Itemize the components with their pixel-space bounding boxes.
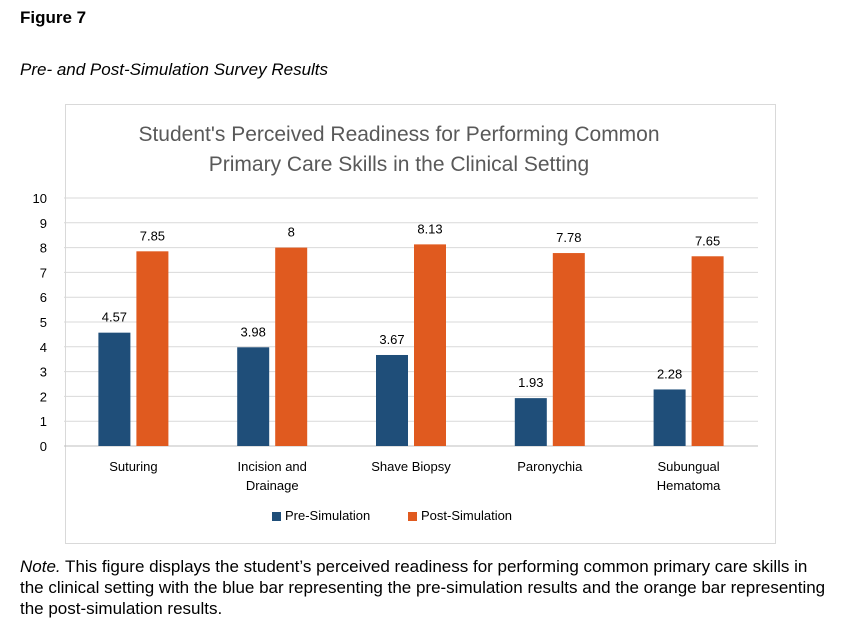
data-label: 7.78 bbox=[556, 230, 581, 245]
y-tick-label: 7 bbox=[40, 265, 47, 280]
x-tick-label: Suturing bbox=[109, 459, 157, 474]
data-label: 3.98 bbox=[241, 324, 266, 339]
data-label: 3.67 bbox=[379, 332, 404, 347]
bar-pre bbox=[653, 389, 686, 446]
y-tick-label: 9 bbox=[40, 216, 47, 231]
data-label: 4.57 bbox=[102, 310, 127, 325]
y-tick-label: 0 bbox=[40, 439, 47, 454]
bar-post bbox=[414, 244, 446, 446]
data-label: 7.65 bbox=[695, 233, 720, 248]
figure-note: Note. This figure displays the student’s… bbox=[20, 556, 832, 619]
legend-label: Pre-Simulation bbox=[285, 508, 370, 523]
data-label: 1.93 bbox=[518, 375, 543, 390]
bar-post bbox=[691, 256, 724, 446]
data-label: 2.28 bbox=[657, 366, 682, 381]
bar-pre bbox=[514, 398, 547, 446]
note-text: This figure displays the student’s perce… bbox=[20, 557, 826, 618]
x-tick-label: Shave Biopsy bbox=[371, 459, 451, 474]
x-tick-label: Incision and bbox=[238, 459, 307, 474]
data-label: 7.85 bbox=[140, 228, 165, 243]
bar-post bbox=[136, 251, 169, 446]
x-tick-label: Subungual bbox=[658, 459, 720, 474]
legend-swatch bbox=[272, 512, 281, 521]
chart-frame bbox=[65, 104, 776, 544]
bar-pre bbox=[98, 332, 131, 446]
data-label: 8.13 bbox=[417, 221, 442, 236]
x-tick-label: Hematoma bbox=[657, 478, 721, 493]
y-tick-label: 10 bbox=[33, 191, 47, 206]
y-tick-label: 2 bbox=[40, 389, 47, 404]
y-tick-label: 4 bbox=[40, 340, 47, 355]
y-tick-label: 3 bbox=[40, 365, 47, 380]
x-tick-label: Drainage bbox=[246, 478, 299, 493]
y-tick-label: 8 bbox=[40, 241, 47, 256]
figure-caption: Pre- and Post-Simulation Survey Results bbox=[20, 60, 329, 79]
figure-label: Figure 7 bbox=[20, 8, 87, 27]
note-lead: Note. bbox=[20, 557, 61, 576]
bar-post bbox=[275, 247, 308, 446]
data-label: 8 bbox=[288, 225, 295, 240]
y-tick-label: 1 bbox=[40, 414, 47, 429]
bar-post bbox=[552, 253, 585, 446]
x-tick-label: Paronychia bbox=[517, 459, 583, 474]
legend-label: Post-Simulation bbox=[421, 508, 512, 523]
legend-swatch bbox=[408, 512, 417, 521]
chart-title-line: Primary Care Skills in the Clinical Sett… bbox=[209, 153, 589, 176]
y-tick-label: 6 bbox=[40, 290, 47, 305]
chart-title-line: Student's Perceived Readiness for Perfor… bbox=[138, 123, 659, 146]
bar-pre bbox=[376, 354, 408, 446]
bar-chart: Student's Perceived Readiness for Perfor… bbox=[33, 123, 758, 523]
bar-pre bbox=[237, 347, 270, 446]
y-tick-label: 5 bbox=[40, 315, 47, 330]
